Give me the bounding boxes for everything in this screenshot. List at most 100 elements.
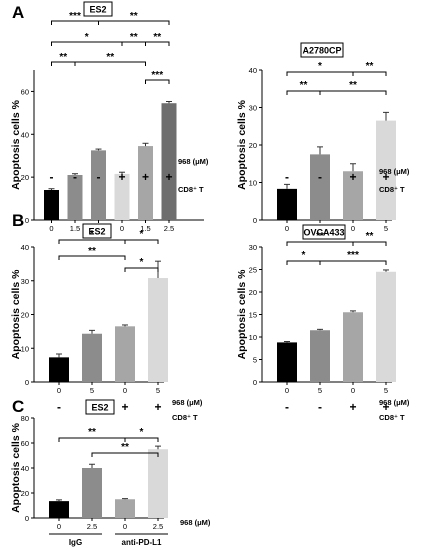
panel3-sig-label: * — [140, 229, 144, 240]
panel2-bar — [343, 171, 363, 220]
panel4-xtick-label: 0 — [285, 386, 289, 395]
panel4-bar — [376, 271, 396, 382]
panel1-bar — [44, 190, 59, 220]
panel4-bar — [343, 312, 363, 382]
panel4-xtick-label: 5 — [384, 386, 388, 395]
panel2-title-box — [300, 42, 344, 58]
panel4-sig-bracket — [352, 241, 387, 246]
panel3-ytick-label: 0 — [25, 378, 29, 387]
panel4-sig-label: * — [302, 250, 306, 261]
panel1-conc-label: 968 (μM) — [178, 157, 209, 166]
panel3-sig-label: * — [90, 229, 94, 240]
panel1-ytick-label: 0 — [25, 216, 29, 225]
panel3-bar — [49, 357, 69, 382]
panel3-sig-bracket — [124, 267, 159, 272]
panel1-xtick-label: 0 — [49, 224, 53, 233]
panel4-xtick-label: 5 — [318, 386, 322, 395]
panel3-xtick-label: 0 — [123, 386, 127, 395]
panel4-sig-bracket — [286, 260, 321, 265]
panel5-sig-bracket — [91, 452, 159, 457]
panel3-sign: + — [154, 400, 161, 414]
panel5-sig-label: ** — [88, 427, 96, 438]
panel3-bar — [115, 326, 135, 382]
panel4-sign: + — [382, 400, 389, 414]
panel3-ytick-label: 20 — [21, 311, 29, 320]
panel1-sign: - — [50, 170, 54, 184]
panel5-ytick-label: 20 — [21, 489, 29, 498]
panel4-ytick-label: 0 — [253, 378, 257, 387]
panel2-ylabel: Apoptosis cells % — [236, 99, 248, 190]
panel4-title-box — [302, 224, 346, 240]
panel5-xtick-label: 2.5 — [153, 522, 163, 531]
panel1-sig-label: *** — [151, 70, 163, 81]
panel4-ytick-label: 25 — [249, 266, 257, 275]
panel5-sig-bracket — [124, 437, 159, 442]
panel5-bar — [115, 499, 135, 518]
panel5-ytick-label: 0 — [25, 514, 29, 523]
panel5-bar — [148, 449, 168, 518]
panel1-xtick-label: 1.5 — [70, 224, 80, 233]
panel1-title-box — [83, 1, 113, 17]
panel2-sig-label: ** — [349, 80, 357, 91]
panel5-conc-label: 968 (μM) — [180, 518, 211, 527]
panel4-sign: - — [285, 400, 289, 414]
panel5-group-label: anti-PD-L1 — [122, 538, 163, 547]
panel2-sig-bracket — [286, 71, 354, 76]
panel1-bar — [67, 175, 83, 220]
panel4-bar — [310, 330, 330, 382]
panel5-title: ES2 — [91, 403, 108, 413]
panel1-ytick-label: 60 — [21, 87, 29, 96]
panel4-ytick-label: 30 — [249, 243, 257, 252]
panel1-treatment-label: CD8⁺ T — [178, 185, 204, 194]
panel5-letter: C — [12, 397, 24, 416]
panel4-ytick-label: 5 — [253, 356, 257, 365]
panel2-sig-bracket — [286, 90, 321, 95]
panel3-sig-bracket — [58, 239, 126, 244]
panel1-sig-label: ** — [59, 52, 67, 63]
panel3-sign: + — [121, 400, 128, 414]
panel1-sig-label: * — [85, 32, 89, 43]
panel4-sig-label: *** — [347, 250, 359, 261]
panel2-sig-bracket — [319, 90, 387, 95]
panel1-ytick-label: 40 — [21, 130, 29, 139]
panel2-sig-label: * — [318, 61, 322, 72]
panel1-sign: - — [73, 170, 77, 184]
panel2-xtick-label: 0 — [351, 224, 355, 233]
panel1-sign: + — [165, 170, 172, 184]
panel2-bar — [310, 154, 330, 220]
panel3-conc-label: 968 (μM) — [172, 398, 203, 407]
panel4-sig-label: ** — [366, 231, 374, 242]
panel5-xtick-label: 0 — [57, 522, 61, 531]
panel4-sig-bracket — [286, 241, 354, 246]
panel1-sig-bracket — [145, 79, 170, 84]
panel4-sig-bracket — [319, 260, 387, 265]
panel2-sign: - — [285, 170, 289, 184]
panel5-sig-label: * — [140, 427, 144, 438]
panel2-conc-label: 968 (μM) — [379, 167, 410, 176]
panel2-xtick-label: 0 — [285, 224, 289, 233]
panel1-bar — [114, 173, 130, 220]
panel5-sig-bracket — [58, 437, 126, 442]
panel3-title: ES2 — [88, 227, 105, 237]
panel2-ytick-label: 30 — [249, 104, 257, 113]
panel1-sign: + — [118, 170, 125, 184]
panel1-ytick-label: 20 — [21, 173, 29, 182]
panel1-bar — [91, 150, 106, 220]
panel1-sig-label: ** — [130, 32, 138, 43]
panel1-bar — [138, 146, 153, 220]
panel1-sig-bracket — [74, 61, 146, 66]
panel3-sig-bracket — [124, 239, 159, 244]
panel3-bar — [82, 333, 102, 382]
panel1-sig-label: ** — [153, 32, 161, 43]
panel3-xtick-label: 5 — [156, 386, 160, 395]
panel1-sig-label: *** — [69, 11, 81, 22]
panel5-xtick-label: 2.5 — [87, 522, 97, 531]
panel2-sig-bracket — [352, 71, 387, 76]
panel1-xtick-label: 1.5 — [140, 224, 150, 233]
panel2-xtick-label: 5 — [384, 224, 388, 233]
panel2-ytick-label: 0 — [253, 216, 257, 225]
panel2-sig-label: ** — [300, 80, 308, 91]
panel3-title-box — [82, 223, 112, 239]
panel1-ylabel: Apoptosis cells % — [10, 99, 22, 190]
panel1-sig-bracket — [145, 41, 170, 46]
